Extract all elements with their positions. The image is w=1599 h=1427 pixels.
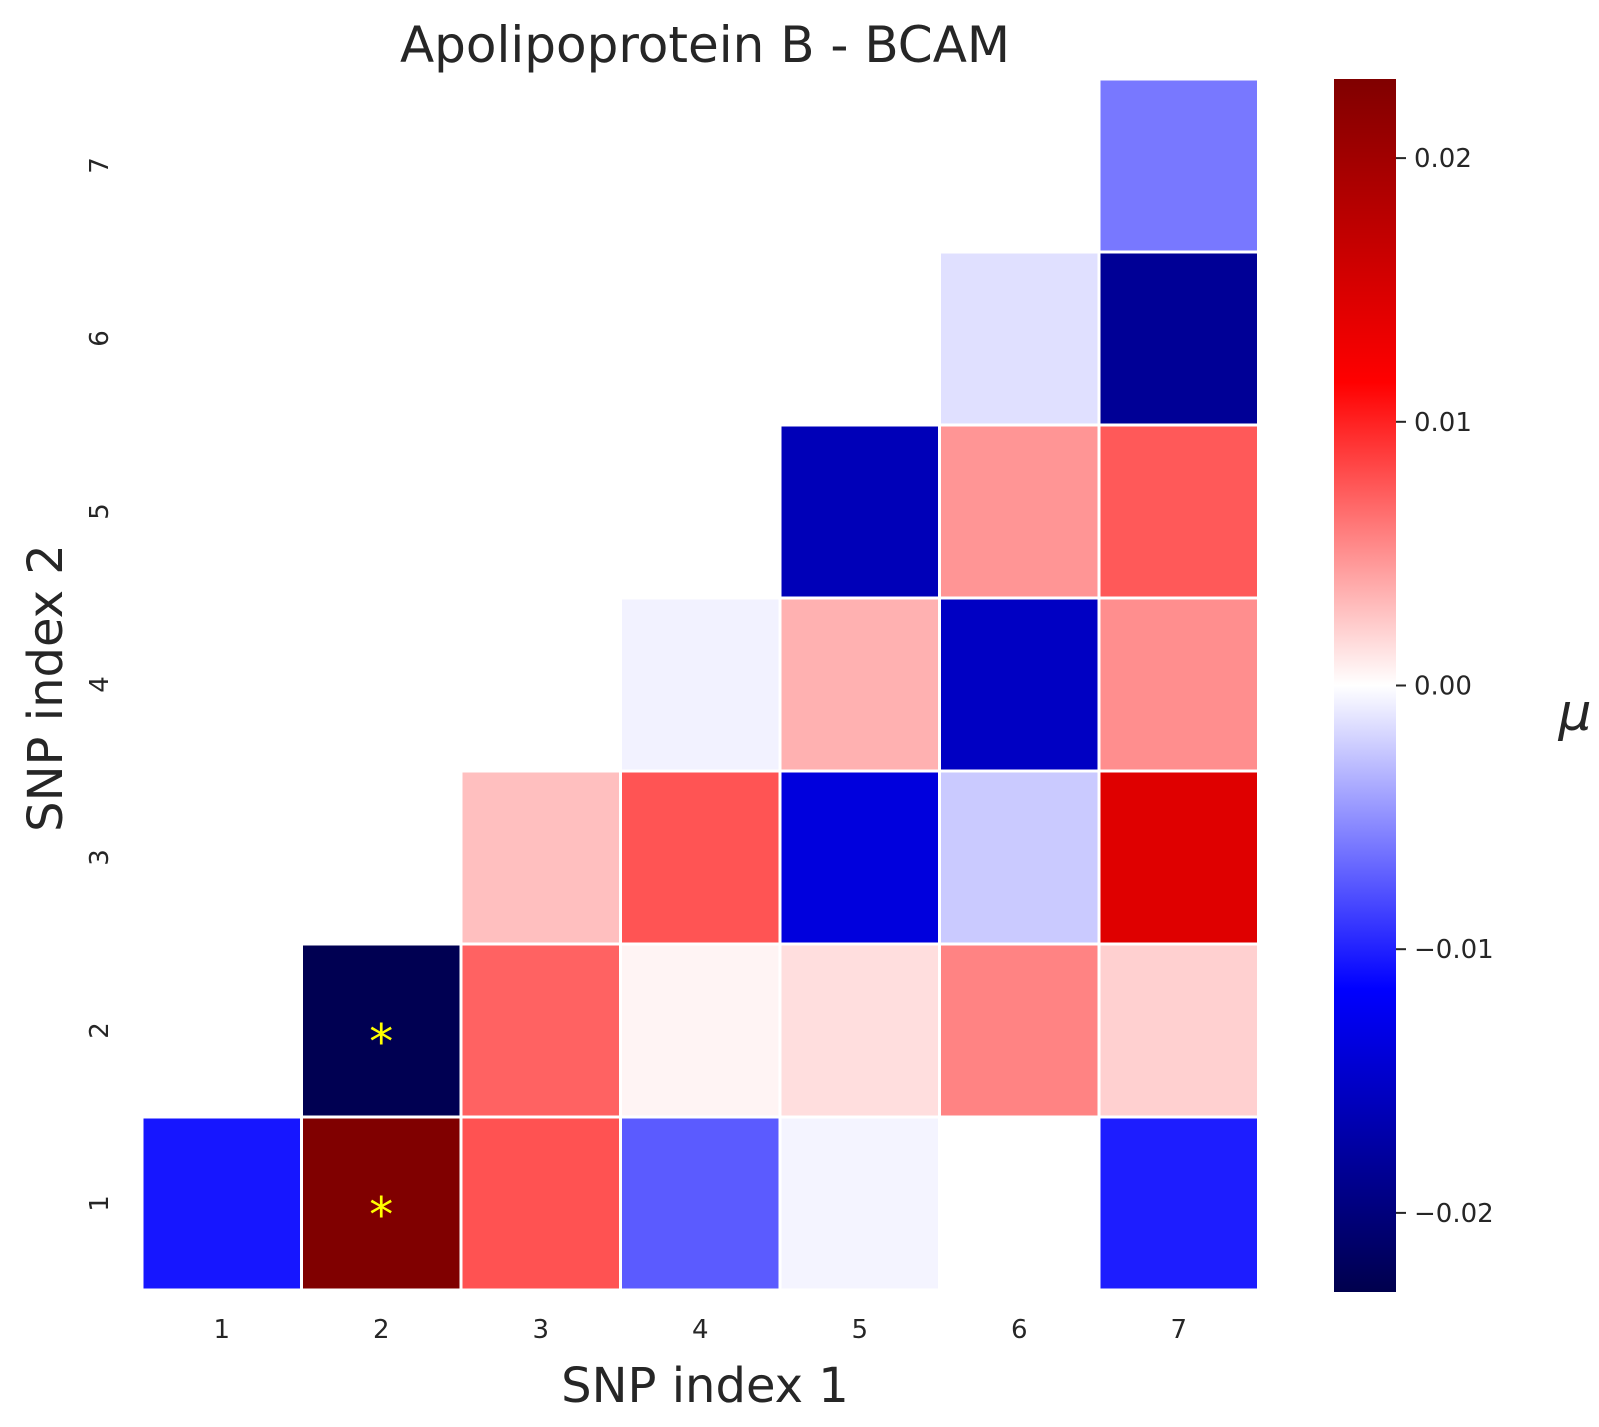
heatmap-cell-7-7 (1097, 77, 1260, 254)
x-tick-label-7: 7 (1170, 1315, 1187, 1345)
y-tick-label-3: 3 (85, 849, 115, 866)
heatmap-cell-4-1 (619, 1115, 782, 1292)
significance-marker-2-2: * (369, 1015, 393, 1071)
heatmap-cell-7-1 (1097, 1115, 1260, 1292)
colorbar-tick-label: 0.01 (1414, 408, 1472, 438)
colorbar-tick-label: −0.01 (1414, 935, 1494, 965)
chart-title: Apolipoprotein B - BCAM (400, 16, 1010, 74)
heatmap-cell-4-4 (619, 596, 782, 773)
x-axis-ticks: 1 2 3 4 5 6 7 (213, 1315, 1187, 1345)
y-tick-label-4: 4 (85, 676, 115, 693)
heatmap-cell-5-3 (778, 769, 941, 946)
heatmap-cell-6-1 (938, 1115, 1101, 1292)
y-tick-label-5: 5 (85, 503, 115, 520)
colorbar-label: μ (1557, 683, 1591, 743)
heatmap-cell-5-1 (778, 1115, 941, 1292)
x-tick-label-5: 5 (851, 1315, 868, 1345)
heatmap-cell-6-6 (938, 250, 1101, 427)
heatmap-cell-5-2 (778, 942, 941, 1119)
x-axis-label: SNP index 1 (561, 1358, 849, 1414)
heatmap-cell-6-2 (938, 942, 1101, 1119)
heatmap-cell-4-3 (619, 769, 782, 946)
significance-markers: ** (369, 1015, 393, 1244)
heatmap-cell-7-2 (1097, 942, 1260, 1119)
heatmap-cell-3-2 (459, 942, 622, 1119)
y-axis-label: SNP index 2 (18, 544, 74, 832)
y-tick-label-7: 7 (85, 157, 115, 174)
y-tick-label-2: 2 (85, 1022, 115, 1039)
heatmap-cell-6-4 (938, 596, 1101, 773)
heatmap-cell-7-4 (1097, 596, 1260, 773)
heatmap-cell-7-6 (1097, 250, 1260, 427)
heatmap-cell-6-5 (938, 423, 1101, 600)
x-tick-label-1: 1 (213, 1315, 230, 1345)
heatmap-cells (140, 77, 1260, 1292)
heatmap-cell-2-1 (300, 1115, 463, 1292)
heatmap-cell-4-2 (619, 942, 782, 1119)
heatmap-cell-2-2 (300, 942, 463, 1119)
heatmap-cell-6-3 (938, 769, 1101, 946)
heatmap-cell-7-3 (1097, 769, 1260, 946)
heatmap-cell-1-1 (140, 1115, 303, 1292)
heatmap-cell-5-5 (778, 423, 941, 600)
x-tick-label-6: 6 (1011, 1315, 1028, 1345)
y-tick-label-1: 1 (85, 1195, 115, 1212)
y-tick-label-6: 6 (85, 330, 115, 347)
heatmap-cell-3-1 (459, 1115, 622, 1292)
colorbar-tick-label: 0.02 (1414, 144, 1472, 174)
x-tick-label-3: 3 (532, 1315, 549, 1345)
y-axis-ticks: 1 2 3 4 5 6 7 (85, 157, 115, 1212)
heatmap-cell-5-4 (778, 596, 941, 773)
colorbar-tick-label: −0.02 (1414, 1199, 1494, 1229)
colorbar (1334, 79, 1396, 1292)
colorbar-tick-label: 0.00 (1414, 672, 1472, 702)
significance-marker-2-1: * (369, 1188, 393, 1244)
heatmap-cell-7-5 (1097, 423, 1260, 600)
x-tick-label-2: 2 (373, 1315, 390, 1345)
x-tick-label-4: 4 (692, 1315, 709, 1345)
colorbar-ticks: 0.02 0.01 0.00 −0.01 −0.02 (1396, 144, 1494, 1229)
heatmap-cell-3-3 (459, 769, 622, 946)
